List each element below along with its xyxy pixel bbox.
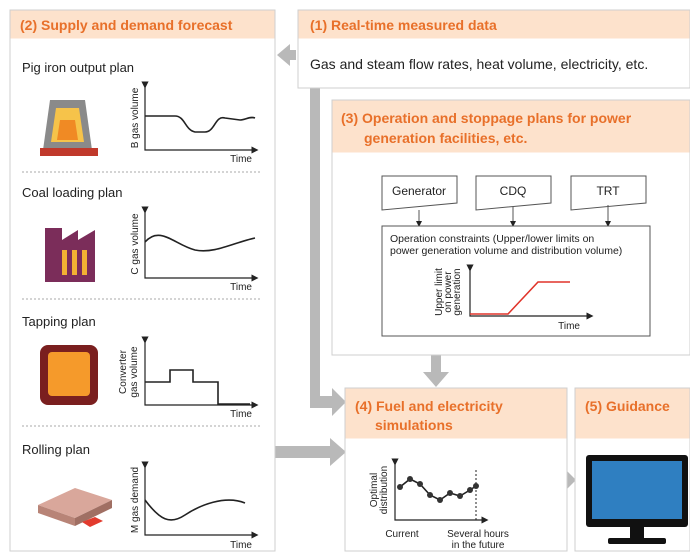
shape xyxy=(397,484,403,490)
panel-title: (3) Operation and stoppage plans for pow… xyxy=(341,110,632,126)
shape xyxy=(457,493,463,499)
shape xyxy=(40,148,98,156)
item-label: Coal loading plan xyxy=(22,185,122,200)
arrow xyxy=(423,355,449,387)
shape xyxy=(62,250,67,275)
guidance-panel: (5) Guidance xyxy=(575,388,690,551)
facility-label: Generator xyxy=(392,184,446,198)
y-axis-label: C gas volume xyxy=(130,213,141,275)
panel-title: (2) Supply and demand forecast xyxy=(20,17,233,33)
panel-title: (1) Real-time measured data xyxy=(310,17,497,33)
coal-icon-detail xyxy=(62,250,87,275)
panel-title: generation facilities, etc. xyxy=(364,130,527,146)
realtime-panel: (1) Real-time measured data Gas and stea… xyxy=(298,10,690,88)
shape xyxy=(473,483,479,489)
simulation-panel: (4) Fuel and electricity simulations Opt… xyxy=(345,388,567,551)
constraints-text: power generation volume and distribution… xyxy=(390,245,622,257)
x-axis-label: Time xyxy=(230,540,252,551)
item-label: Tapping plan xyxy=(22,314,96,329)
shape xyxy=(608,538,666,544)
x-axis-label: Time xyxy=(230,282,252,293)
item-label: Rolling plan xyxy=(22,442,90,457)
x-axis-label: Current xyxy=(385,529,419,540)
shape xyxy=(630,527,644,539)
shape xyxy=(592,461,682,519)
arrow xyxy=(277,44,296,66)
shape xyxy=(447,490,453,496)
coal-icon xyxy=(45,228,95,282)
operation-panel: (3) Operation and stoppage plans for pow… xyxy=(332,100,690,355)
shape xyxy=(437,497,443,503)
diagram: (2) Supply and demand forecast Pig iron … xyxy=(0,0,690,552)
shape xyxy=(57,120,78,140)
y-axis-label: distribution xyxy=(379,466,390,514)
x-axis-label: Time xyxy=(558,321,580,332)
y-axis-label: Converter xyxy=(118,349,129,394)
y-axis-label: B gas volume xyxy=(130,87,141,148)
x-axis-label: in the future xyxy=(452,540,505,551)
panel-title: (5) Guidance xyxy=(585,398,670,414)
facility-label: TRT xyxy=(596,184,620,198)
shape xyxy=(407,476,413,482)
y-axis-label: generation xyxy=(452,268,463,315)
constraints-text: Operation constraints (Upper/lower limit… xyxy=(390,233,594,245)
x-axis-label: Time xyxy=(230,409,252,420)
x-axis-label: Time xyxy=(230,154,252,165)
shape xyxy=(427,492,433,498)
panel-title: simulations xyxy=(375,417,453,433)
y-axis-label: M gas demand xyxy=(130,467,141,533)
tapping-icon-detail xyxy=(48,352,90,396)
supply-demand-panel: (2) Supply and demand forecast Pig iron … xyxy=(10,10,275,551)
facility-label: CDQ xyxy=(500,184,527,198)
item-label: Pig iron output plan xyxy=(22,60,134,75)
shape xyxy=(417,481,423,487)
arrow xyxy=(275,438,346,466)
shape xyxy=(467,487,473,493)
y-axis-label: gas volume xyxy=(129,346,140,398)
panel-body: Gas and steam flow rates, heat volume, e… xyxy=(310,56,648,72)
shape xyxy=(72,250,77,275)
panel-title: (4) Fuel and electricity xyxy=(355,398,503,414)
x-axis-label: Several hours xyxy=(447,529,509,540)
shape xyxy=(82,250,87,275)
